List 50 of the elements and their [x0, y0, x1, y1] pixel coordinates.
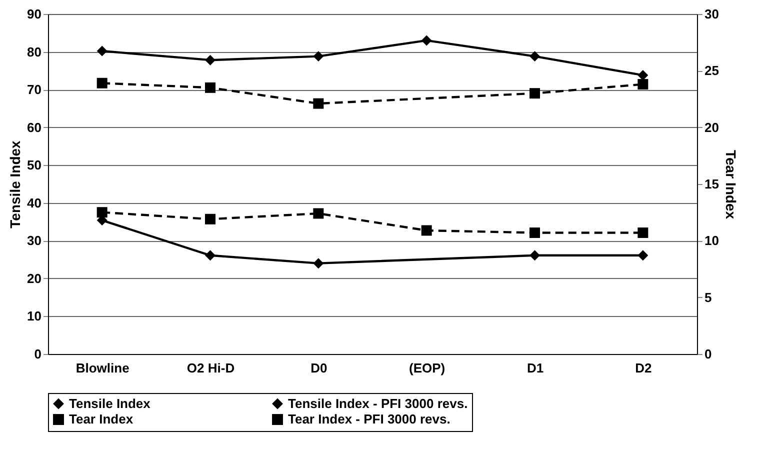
- y-axis-title: Tensile Index: [7, 140, 24, 228]
- y2-tick-label: 30: [704, 6, 719, 22]
- point: [313, 98, 324, 109]
- legend-label: Tensile Index - PFI 3000 revs.: [288, 396, 468, 411]
- y-tick-label: 90: [27, 6, 42, 22]
- point: [421, 35, 432, 46]
- point: [638, 227, 648, 238]
- point: [638, 250, 648, 261]
- point: [205, 54, 216, 66]
- y-tick-label: 0: [34, 346, 42, 362]
- y-tick-label: 80: [27, 44, 42, 60]
- y2-tick-label: 5: [704, 290, 712, 305]
- point: [530, 51, 540, 62]
- y-tick-label: 10: [27, 308, 42, 324]
- point: [205, 250, 216, 261]
- point: [421, 225, 432, 236]
- point: [530, 88, 540, 99]
- point: [205, 214, 216, 224]
- x-tick-label: D1: [526, 360, 544, 376]
- y2-tick-label: 20: [704, 120, 719, 135]
- y2-tick-label: 15: [704, 176, 719, 192]
- point: [313, 258, 324, 269]
- point: [96, 78, 108, 88]
- legend-label: Tear Index: [69, 412, 134, 426]
- x-tick-label: Blowline: [76, 360, 130, 376]
- point: [205, 82, 216, 93]
- point: [96, 46, 108, 56]
- y2-tick-label: 10: [704, 233, 719, 248]
- x-tick-label: (EOP): [409, 360, 446, 376]
- y-tick-label: 70: [27, 82, 42, 98]
- x-tick-label: D0: [310, 360, 328, 376]
- y2-axis-title: Tear Index: [722, 150, 739, 220]
- y-tick-label: 50: [27, 158, 42, 173]
- point: [530, 250, 540, 261]
- y-tick-label: 30: [27, 233, 42, 248]
- y-tick-label: 60: [27, 120, 42, 135]
- point: [638, 70, 648, 80]
- point: [313, 208, 324, 219]
- y-tick-label: 20: [27, 270, 42, 286]
- x-tick-label: O2 Hi-D: [186, 360, 235, 376]
- point: [530, 227, 540, 238]
- point: [96, 207, 108, 218]
- point: [313, 51, 324, 62]
- point: [638, 79, 648, 90]
- x-tick-label: D2: [635, 360, 652, 376]
- legend-label: Tensile Index: [69, 396, 152, 411]
- legend-label: Tear Index - PFI 3000 revs.: [288, 412, 450, 426]
- y2-tick-label: 0: [704, 346, 712, 362]
- y-tick-label: 40: [27, 195, 42, 210]
- y2-tick-label: 25: [704, 63, 719, 78]
